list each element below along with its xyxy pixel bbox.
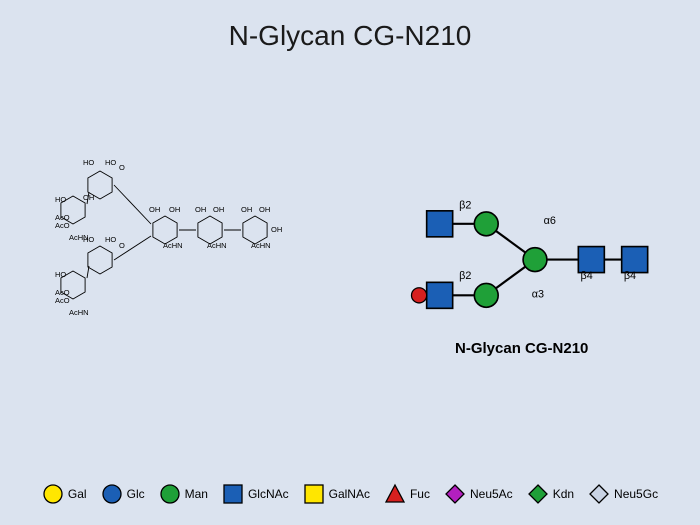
legend-label: Man: [185, 487, 208, 501]
snfg-bond-label: β4: [581, 270, 593, 282]
legend-label: Fuc: [410, 487, 430, 501]
fuc: [412, 288, 427, 303]
kdn-icon: [527, 483, 549, 505]
svg-text:OH: OH: [241, 205, 252, 214]
glcnac-bot: [427, 282, 453, 308]
svg-text:AcHN: AcHN: [207, 241, 227, 250]
gal-icon: [42, 483, 64, 505]
galnac-icon: [303, 483, 325, 505]
page-title: N-Glycan CG-N210: [0, 0, 700, 52]
snfg-bond-label: β2: [459, 270, 471, 282]
svg-text:OH: OH: [195, 205, 206, 214]
svg-text:OH: OH: [259, 205, 270, 214]
glcnac-r2: [622, 247, 648, 273]
svg-text:HO: HO: [83, 235, 94, 244]
legend-item-gal: Gal: [42, 483, 87, 505]
man-core: [523, 248, 547, 272]
legend-item-glcnac: GlcNAc: [222, 483, 289, 505]
legend-item-glc: Glc: [101, 483, 145, 505]
svg-text:O: O: [119, 241, 125, 250]
svg-text:HO: HO: [105, 158, 116, 167]
snfg-bond-label: α3: [532, 289, 544, 301]
glc-icon: [101, 483, 123, 505]
legend-label: Gal: [68, 487, 87, 501]
glcnac-r1: [578, 247, 604, 273]
svg-text:HO: HO: [83, 158, 94, 167]
chemical-structure: HOHOOOHHOAcOAcOAcHNHOHOOHOAcOAcOAcHNOHOH…: [45, 150, 325, 350]
legend-item-neu5ac: Neu5Ac: [444, 483, 513, 505]
man-bot: [474, 283, 498, 307]
legend-label: Glc: [127, 487, 145, 501]
legend: Gal Glc Man GlcNAc GalNAc Fuc Neu5Ac Kdn Neu5Gc: [0, 483, 700, 505]
legend-item-fuc: Fuc: [384, 483, 430, 505]
man-icon: [159, 483, 181, 505]
legend-item-man: Man: [159, 483, 208, 505]
svg-text:AcHN: AcHN: [251, 241, 271, 250]
snfg-diagram: β2 α6 α3 β2 β4 β4: [405, 195, 665, 335]
neu5gc-icon: [588, 483, 610, 505]
svg-text:AcO: AcO: [55, 296, 70, 305]
legend-label: Kdn: [553, 487, 574, 501]
legend-label: GalNAc: [329, 487, 370, 501]
svg-text:AcO: AcO: [55, 221, 70, 230]
snfg-bond-label: β2: [459, 200, 471, 212]
glcnac-icon: [222, 483, 244, 505]
legend-label: GlcNAc: [248, 487, 289, 501]
snfg-bond-label: α6: [544, 215, 556, 227]
legend-label: Neu5Ac: [470, 487, 513, 501]
svg-text:OH: OH: [169, 205, 180, 214]
legend-item-galnac: GalNAc: [303, 483, 370, 505]
svg-text:O: O: [119, 163, 125, 172]
legend-item-kdn: Kdn: [527, 483, 574, 505]
neu5ac-icon: [444, 483, 466, 505]
legend-label: Neu5Gc: [614, 487, 658, 501]
snfg-bond-label: β4: [624, 270, 636, 282]
svg-text:AcHN: AcHN: [163, 241, 183, 250]
svg-text:OH: OH: [83, 193, 94, 202]
fuc-icon: [384, 483, 406, 505]
svg-text:OH: OH: [149, 205, 160, 214]
snfg-title: N-Glycan CG-N210: [455, 340, 588, 357]
glcnac-top: [427, 211, 453, 237]
svg-text:HO: HO: [55, 270, 66, 279]
legend-item-neu5gc: Neu5Gc: [588, 483, 658, 505]
svg-text:OH: OH: [271, 225, 282, 234]
svg-text:HO: HO: [55, 195, 66, 204]
svg-text:HO: HO: [105, 235, 116, 244]
svg-text:OH: OH: [213, 205, 224, 214]
svg-text:AcHN: AcHN: [69, 308, 89, 317]
man-top: [474, 212, 498, 236]
